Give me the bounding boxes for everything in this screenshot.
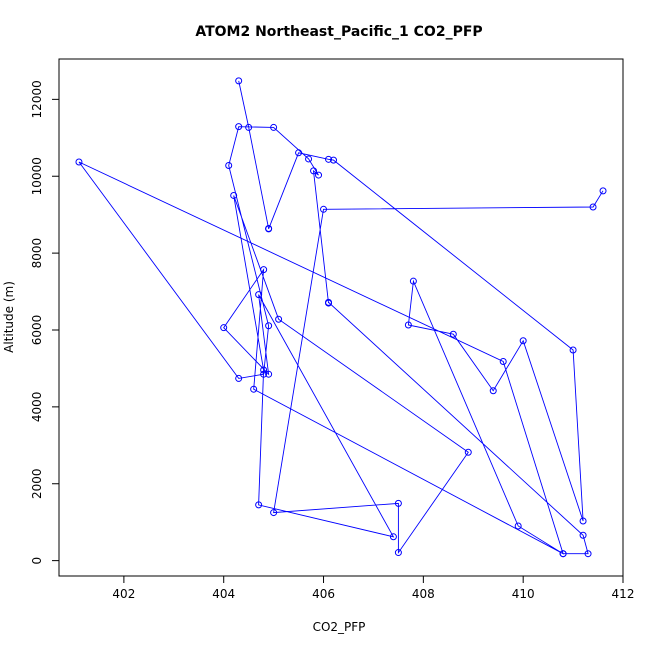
y-tick-label: 2000 [30, 468, 44, 499]
y-tick-label: 12000 [30, 80, 44, 118]
data-point [599, 187, 607, 195]
x-tick-label: 410 [512, 587, 535, 601]
data-point [225, 161, 233, 169]
data-point [295, 149, 303, 157]
y-tick-label: 10000 [30, 157, 44, 195]
data-point [489, 387, 497, 395]
data-point [320, 205, 328, 213]
data-point [245, 123, 253, 131]
y-tick-label: 6000 [30, 315, 44, 346]
data-point [265, 225, 273, 233]
data-point [220, 324, 228, 332]
x-tick-label: 402 [112, 587, 135, 601]
data-point [404, 321, 412, 329]
data-point [315, 171, 323, 179]
y-tick-label: 4000 [30, 392, 44, 423]
data-point [230, 191, 238, 199]
data-point [265, 370, 273, 378]
data-point [569, 346, 577, 354]
data-point [265, 322, 273, 330]
data-point [275, 315, 283, 323]
data-point [235, 123, 243, 131]
data-point [250, 385, 258, 393]
x-tick-label: 404 [212, 587, 235, 601]
data-point [389, 533, 397, 541]
data-point [584, 550, 592, 558]
x-tick-label: 408 [412, 587, 435, 601]
data-point [255, 291, 263, 299]
data-point [255, 501, 263, 509]
data-point [260, 370, 268, 378]
y-axis: 0 2000 4000 6000 8000 10000 12000 [30, 80, 59, 564]
data-point [310, 167, 318, 175]
x-axis-label: CO2_PFP [313, 620, 366, 634]
data-points [75, 77, 607, 558]
x-tick-label: 412 [612, 587, 635, 601]
data-point [305, 155, 313, 163]
data-point [519, 337, 527, 345]
data-point [579, 531, 587, 539]
series-line [78, 80, 604, 555]
data-point [325, 155, 333, 163]
data-point [514, 522, 522, 530]
data-point [464, 448, 472, 456]
data-point [394, 549, 402, 557]
x-axis: 402 404 406 408 410 412 [112, 576, 634, 601]
x-tick-label: 406 [312, 587, 335, 601]
plot-area [58, 58, 624, 577]
series-polyline [78, 80, 604, 555]
data-point [75, 158, 83, 166]
data-point [394, 499, 402, 507]
y-axis-label: Altitude (m) [2, 281, 16, 353]
y-tick-label: 8000 [30, 238, 44, 269]
data-point [235, 374, 243, 382]
data-point [325, 299, 333, 307]
data-point [559, 550, 567, 558]
data-point [589, 203, 597, 211]
chart-title: ATOM2 Northeast_Pacific_1 CO2_PFP [195, 24, 482, 40]
data-point [330, 156, 338, 164]
y-tick-label: 0 [30, 557, 44, 565]
data-point [260, 266, 268, 274]
data-point [260, 366, 268, 374]
data-point [409, 277, 417, 285]
data-point [270, 123, 278, 131]
data-point [449, 330, 457, 338]
data-point [579, 517, 587, 525]
data-point [235, 77, 243, 85]
data-point [270, 509, 278, 517]
data-point [499, 358, 507, 366]
